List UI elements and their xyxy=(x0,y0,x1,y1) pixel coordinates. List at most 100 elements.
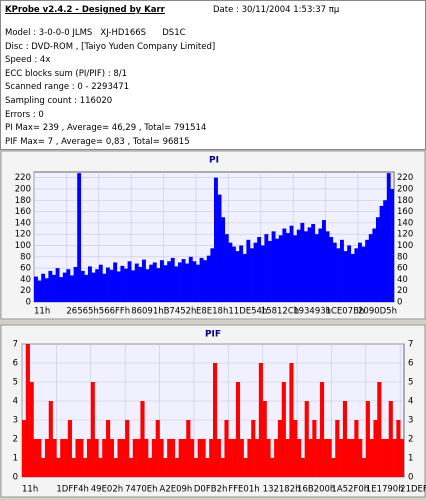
bar xyxy=(156,268,161,302)
date: Date : 30/11/2004 1:53:37 πμ xyxy=(213,5,340,15)
x-tick-label: D0FB2h xyxy=(194,485,227,495)
bar xyxy=(134,263,139,302)
bar xyxy=(347,245,352,302)
bar xyxy=(88,266,92,302)
bar xyxy=(136,439,141,477)
x-tick-label: 2090D5h xyxy=(358,307,397,317)
bar xyxy=(22,420,27,477)
bar xyxy=(264,234,269,302)
x-tick-label: 49E02h xyxy=(91,485,123,495)
bar xyxy=(246,239,251,302)
bar xyxy=(206,255,211,302)
x-tick-label: 1A52F0h xyxy=(331,485,369,495)
bar xyxy=(358,439,363,477)
bar xyxy=(396,420,401,477)
bar xyxy=(128,458,134,477)
bar xyxy=(381,439,386,477)
bar xyxy=(300,458,305,477)
bar xyxy=(148,458,153,477)
bar xyxy=(167,261,172,302)
bar xyxy=(365,239,370,302)
bar xyxy=(235,382,241,477)
y2-tick-label: 6 xyxy=(408,359,413,369)
y2-tick-label: 160 xyxy=(397,207,413,217)
bar xyxy=(308,439,313,477)
bar xyxy=(239,245,244,302)
bar xyxy=(25,344,30,477)
bar xyxy=(266,439,271,477)
bar xyxy=(390,188,394,302)
bar xyxy=(106,420,111,477)
bar xyxy=(80,270,85,302)
y-tick-label: 80 xyxy=(20,252,31,262)
bar xyxy=(109,439,114,477)
bar xyxy=(354,420,359,477)
y-tick-label: 60 xyxy=(20,264,31,274)
bar xyxy=(373,420,378,477)
bar xyxy=(376,217,380,302)
x-tick-label: FFE01h xyxy=(228,485,259,495)
bar xyxy=(379,205,384,302)
bar xyxy=(178,439,183,477)
info-line: Sampling count : 116020 xyxy=(5,96,113,106)
bar xyxy=(86,439,92,477)
y-tick-label: 7 xyxy=(13,340,18,350)
chart-title: PI xyxy=(209,156,219,166)
bar xyxy=(262,401,267,477)
bar xyxy=(368,234,373,302)
bar xyxy=(59,277,64,302)
bar xyxy=(142,259,146,302)
y-tick-label: 160 xyxy=(15,207,31,217)
bar xyxy=(286,233,290,302)
bar xyxy=(388,401,393,477)
bar xyxy=(312,420,317,477)
bar xyxy=(151,439,156,477)
x-tick-label: 11h xyxy=(22,485,38,495)
bar xyxy=(95,269,100,302)
y2-tick-label: 180 xyxy=(397,196,413,206)
bar xyxy=(260,245,265,302)
bar xyxy=(52,274,56,302)
bar xyxy=(98,458,103,477)
y-tick-label: 0 xyxy=(26,298,31,308)
bar xyxy=(239,439,244,477)
x-tick-label: 1CE07Bh xyxy=(326,307,365,317)
bar xyxy=(377,382,382,477)
x-tick-label: 1DFF4h xyxy=(56,485,89,495)
bar xyxy=(79,439,84,477)
bar xyxy=(90,382,95,477)
x-tick-label: 86091h xyxy=(131,307,163,317)
bar xyxy=(37,439,42,477)
bar xyxy=(62,272,67,302)
bar xyxy=(64,439,69,477)
bar xyxy=(224,420,229,477)
bar xyxy=(174,266,179,302)
bar xyxy=(29,382,34,477)
y-tick-label: 6 xyxy=(13,359,18,369)
x-tick-label: 7470Eh xyxy=(125,485,157,495)
bar xyxy=(132,439,137,477)
bar xyxy=(354,248,359,302)
bar xyxy=(116,271,121,302)
bar xyxy=(247,439,252,477)
bar xyxy=(228,439,233,477)
y-tick-label: 1 xyxy=(13,454,18,464)
bar xyxy=(316,439,321,477)
x-tick-label: 566FFh xyxy=(99,307,130,317)
bar xyxy=(190,439,195,477)
bar xyxy=(340,239,344,302)
bar xyxy=(392,439,397,477)
bar xyxy=(275,238,280,302)
bar xyxy=(386,173,391,302)
bar xyxy=(327,439,332,477)
y2-tick-label: 40 xyxy=(397,275,408,285)
bar xyxy=(77,173,82,302)
bar xyxy=(235,251,240,302)
bar xyxy=(33,439,38,477)
bar xyxy=(232,246,236,302)
y-tick-label: 4 xyxy=(13,397,18,407)
bar xyxy=(140,401,145,477)
bar xyxy=(67,420,72,477)
bar xyxy=(278,235,283,302)
bar xyxy=(121,439,126,477)
